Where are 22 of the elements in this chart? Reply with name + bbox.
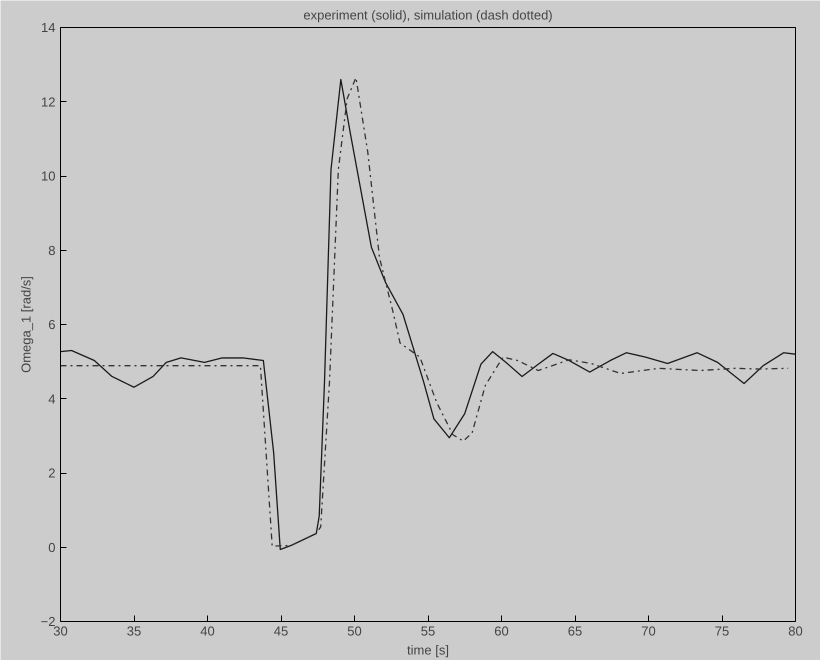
x-tick-label: 65 [568,624,582,638]
chart-title: experiment (solid), simulation (dash dotted) [303,8,553,22]
x-tick-label: 30 [53,624,68,638]
y-tick-label: 12 [41,94,56,110]
y-tick-label: 8 [48,242,56,258]
y-tick-label: 4 [48,391,56,406]
y-axis-title: Omega_1 [rad/s] [18,276,34,373]
x-tick-label: 80 [788,624,803,638]
y-tick-label: 0 [48,540,56,555]
x-tick-label: 70 [641,624,656,638]
x-axis-title: time [s] [407,642,449,658]
y-tick-label: 10 [41,168,56,184]
x-tick-label: 60 [494,624,509,638]
x-tick-label: 35 [126,624,142,638]
x-tick-label: 75 [714,624,730,638]
y-tick-label: 6 [48,317,56,332]
x-tick-label: 45 [274,624,288,638]
x-tick-label: 40 [200,624,215,638]
y-tick-label: 2 [48,466,56,480]
x-tick-label: 55 [420,624,436,638]
x-tick-label: 50 [347,624,362,638]
y-tick-label: 14 [41,20,56,35]
